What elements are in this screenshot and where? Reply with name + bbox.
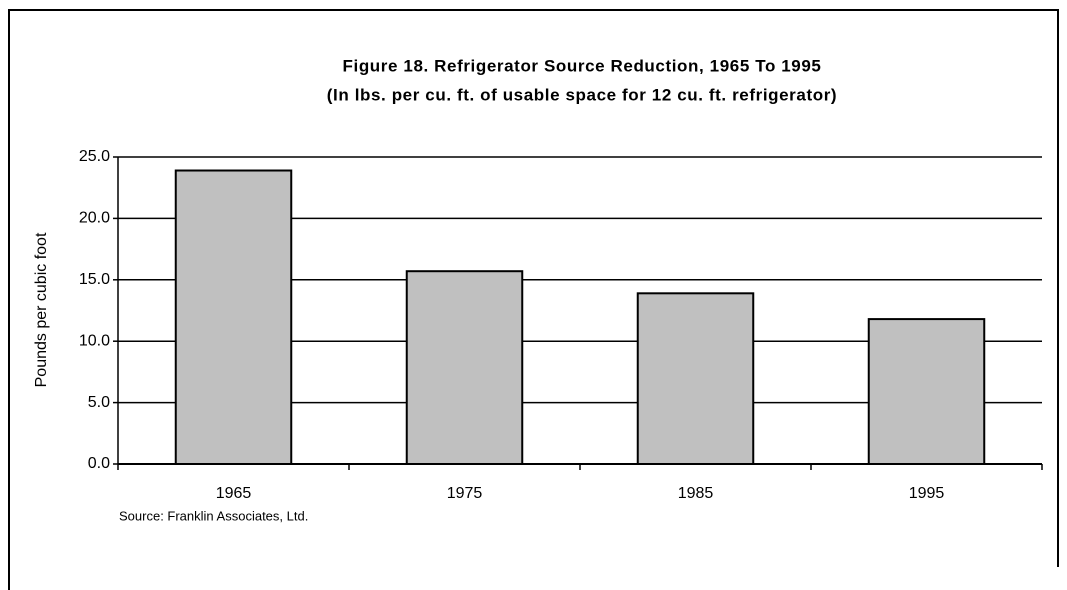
x-tick-label: 1985 xyxy=(678,485,714,502)
bar xyxy=(405,270,524,466)
y-tick-label: 10.0 xyxy=(79,332,110,349)
frame xyxy=(8,9,1059,590)
bar xyxy=(174,169,293,465)
x-tick-label: 1975 xyxy=(447,485,483,502)
x-tick-label: 1995 xyxy=(909,485,945,502)
source-note: Source: Franklin Associates, Ltd. xyxy=(119,508,308,523)
y-tick-label: 20.0 xyxy=(79,210,110,227)
y-tick-label: 15.0 xyxy=(79,271,110,288)
y-tick-label: 25.0 xyxy=(79,148,110,165)
bar xyxy=(867,318,986,466)
y-tick-label: 5.0 xyxy=(88,394,110,411)
x-tick-label: 1965 xyxy=(216,485,252,502)
bar xyxy=(636,292,755,466)
y-tick-label: 0.0 xyxy=(88,455,110,472)
y-axis-label: Pounds per cubic foot xyxy=(33,232,50,387)
chart-subtitle: (In lbs. per cu. ft. of usable space for… xyxy=(327,85,837,104)
chart-title: Figure 18. Refrigerator Source Reduction… xyxy=(343,56,822,75)
